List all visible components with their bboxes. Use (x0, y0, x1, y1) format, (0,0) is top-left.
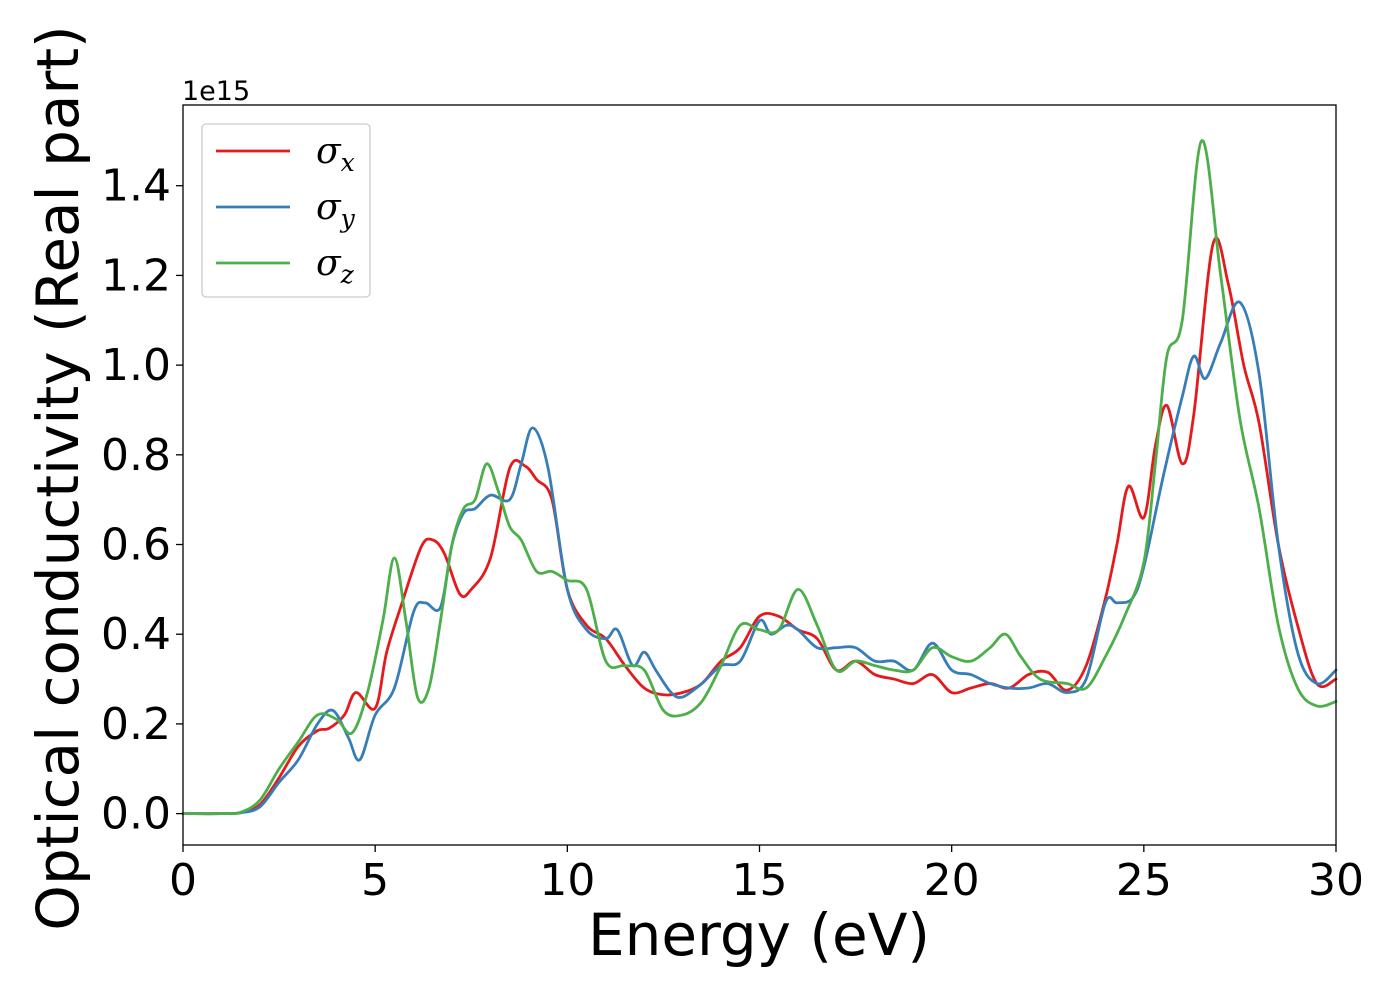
x-tick-label: 30 (1308, 855, 1364, 906)
y-axis-offset-label: 1e15 (182, 76, 250, 107)
y-tick-label: 0.4 (101, 609, 171, 660)
series-layer (181, 139, 1338, 816)
y-tick-label: 1.0 (101, 340, 171, 391)
y-tick-label: 0.8 (101, 430, 171, 481)
x-axis-title: Energy (eV) (588, 901, 930, 969)
x-tick-label: 10 (539, 855, 595, 906)
x-axis: 0 5 10 15 20 25 30 (169, 845, 1364, 906)
y-axis: 0.0 0.2 0.4 0.6 0.8 1.0 1.2 1.4 (101, 161, 183, 840)
legend-box (201, 123, 371, 298)
x-tick-label: 0 (169, 855, 197, 906)
series-line-sigma-x (181, 236, 1338, 816)
y-tick-label: 1.4 (101, 161, 171, 212)
series-line-sigma-z (181, 139, 1338, 816)
x-tick-label: 15 (732, 855, 788, 906)
y-tick-label: 0.0 (101, 789, 171, 840)
y-tick-label: 0.2 (101, 699, 171, 750)
x-tick-label: 25 (1116, 855, 1172, 906)
x-tick-label: 5 (361, 855, 389, 906)
x-tick-label: 20 (924, 855, 980, 906)
y-tick-label: 1.2 (101, 250, 171, 301)
y-axis-title: Optical conductivity (Real part) (24, 25, 92, 930)
y-tick-label: 0.6 (101, 520, 171, 571)
